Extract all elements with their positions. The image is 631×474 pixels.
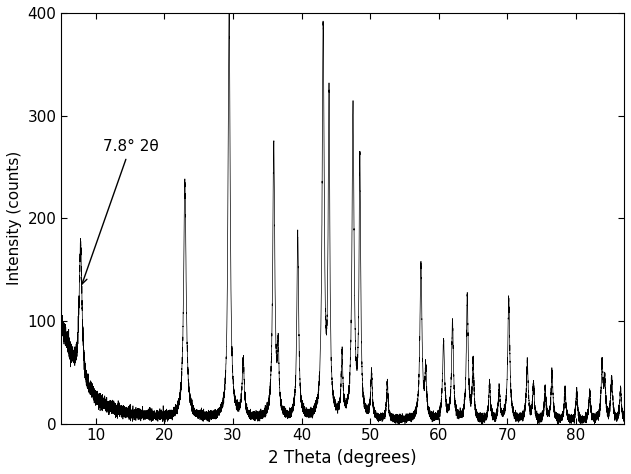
Text: 7.8° 2θ: 7.8° 2θ xyxy=(81,139,158,284)
X-axis label: 2 Theta (degrees): 2 Theta (degrees) xyxy=(268,449,417,467)
Y-axis label: Intensity (counts): Intensity (counts) xyxy=(7,151,22,285)
